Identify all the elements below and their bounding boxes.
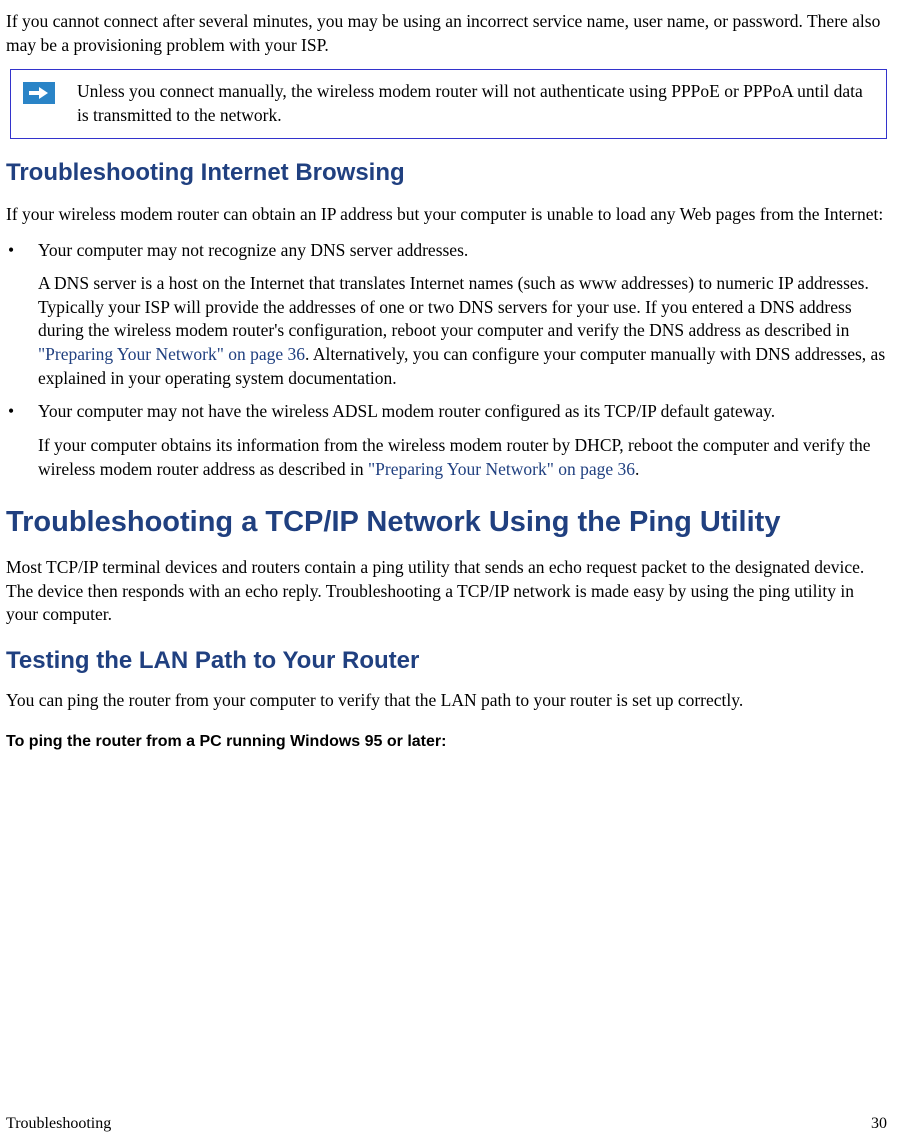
footer-section-name: Troubleshooting bbox=[6, 1113, 111, 1135]
bullet-item: • Your computer may not recognize any DN… bbox=[6, 239, 887, 391]
bullet-marker: • bbox=[6, 239, 38, 391]
procedure-heading: To ping the router from a PC running Win… bbox=[6, 731, 887, 753]
heading-testing-lan: Testing the LAN Path to Your Router bbox=[6, 645, 887, 677]
bullet-main-text: Your computer may not recognize any DNS … bbox=[38, 239, 887, 263]
note-icon-wrap bbox=[23, 80, 55, 104]
section1-lead: If your wireless modem router can obtain… bbox=[6, 203, 887, 227]
bullet-marker: • bbox=[6, 400, 38, 481]
text-run: . bbox=[635, 459, 639, 479]
bullet-sub-text: A DNS server is a host on the Internet t… bbox=[38, 272, 887, 390]
bullet-main-text: Your computer may not have the wireless … bbox=[38, 400, 887, 424]
section3-para: You can ping the router from your comput… bbox=[6, 689, 887, 713]
page-footer: Troubleshooting 30 bbox=[6, 1113, 887, 1135]
heading-ping-utility: Troubleshooting a TCP/IP Network Using t… bbox=[6, 505, 887, 540]
xref-link[interactable]: "Preparing Your Network" on page 36 bbox=[368, 459, 635, 479]
note-box: Unless you connect manually, the wireles… bbox=[10, 69, 887, 138]
section2-para: Most TCP/IP terminal devices and routers… bbox=[6, 556, 887, 627]
footer-page-number: 30 bbox=[871, 1113, 887, 1135]
bullet-sub-text: If your computer obtains its information… bbox=[38, 434, 887, 481]
arrow-right-icon bbox=[23, 82, 55, 104]
intro-paragraph: If you cannot connect after several minu… bbox=[6, 10, 887, 57]
note-text: Unless you connect manually, the wireles… bbox=[77, 80, 874, 127]
xref-link[interactable]: "Preparing Your Network" on page 36 bbox=[38, 344, 305, 364]
bullet-item: • Your computer may not have the wireles… bbox=[6, 400, 887, 481]
text-run: A DNS server is a host on the Internet t… bbox=[38, 273, 869, 340]
heading-troubleshooting-browsing: Troubleshooting Internet Browsing bbox=[6, 157, 887, 189]
